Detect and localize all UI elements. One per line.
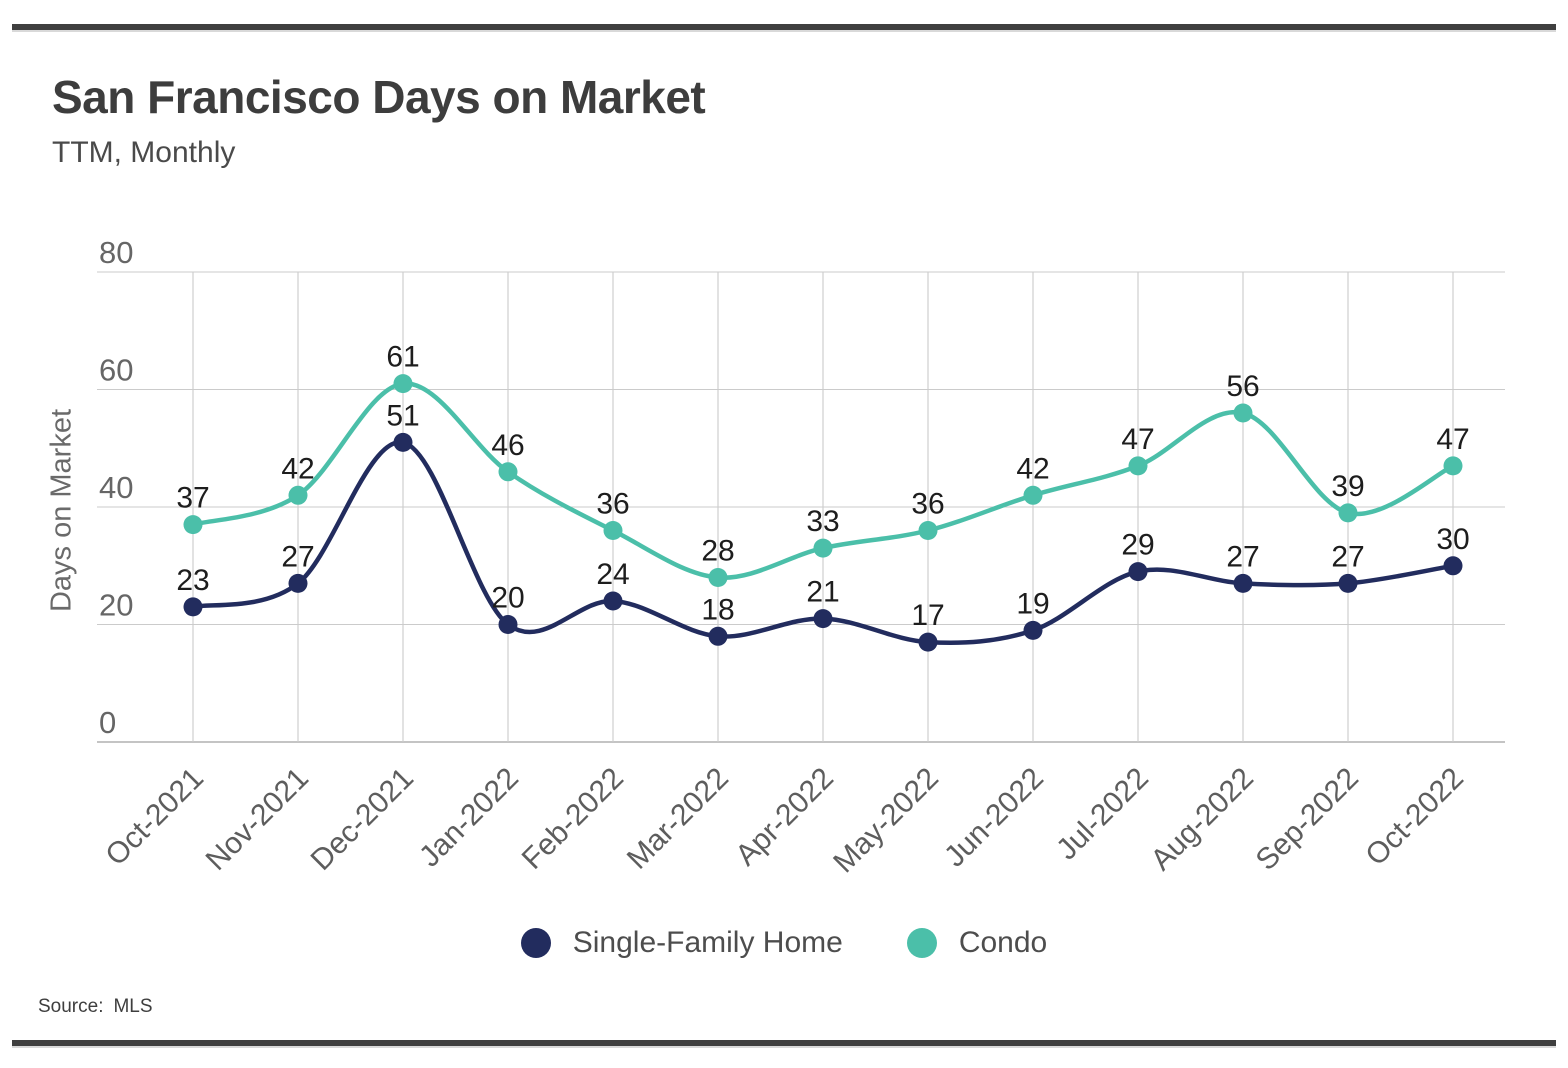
series-single-family-home: 23 27 51 20 24 18 21 17 19 29 27 27 30 xyxy=(176,399,1470,652)
svg-text:60: 60 xyxy=(99,353,133,388)
series-single-family-home-value-labels: 23 27 51 20 24 18 21 17 19 29 27 27 30 xyxy=(176,399,1469,632)
svg-text:30: 30 xyxy=(1436,523,1469,556)
svg-text:61: 61 xyxy=(386,341,419,374)
top-divider xyxy=(12,24,1556,32)
legend-label-single-family-home: Single-Family Home xyxy=(572,926,843,959)
svg-text:23: 23 xyxy=(176,564,209,597)
svg-text:Jan-2022: Jan-2022 xyxy=(413,762,525,874)
svg-text:51: 51 xyxy=(386,399,419,432)
svg-text:27: 27 xyxy=(1226,540,1259,573)
svg-text:Dec-2021: Dec-2021 xyxy=(305,762,420,877)
svg-text:42: 42 xyxy=(281,452,314,485)
svg-text:19: 19 xyxy=(1016,587,1049,620)
svg-text:36: 36 xyxy=(911,488,944,521)
svg-text:Jun-2022: Jun-2022 xyxy=(938,762,1050,874)
svg-text:21: 21 xyxy=(806,576,839,609)
y-tick-labels: 0 20 40 60 80 xyxy=(99,235,133,740)
svg-text:17: 17 xyxy=(911,599,944,632)
svg-text:56: 56 xyxy=(1226,370,1259,403)
svg-text:20: 20 xyxy=(491,582,524,615)
svg-text:42: 42 xyxy=(1016,452,1049,485)
page-subtitle: TTM, Monthly xyxy=(52,136,236,169)
svg-text:0: 0 xyxy=(99,705,116,740)
bottom-divider xyxy=(12,1040,1556,1048)
svg-text:80: 80 xyxy=(99,235,133,270)
svg-text:Mar-2022: Mar-2022 xyxy=(621,762,735,876)
svg-text:47: 47 xyxy=(1121,423,1154,456)
svg-text:27: 27 xyxy=(1331,540,1364,573)
single-family-home-series-dot-icon xyxy=(520,928,551,958)
svg-text:36: 36 xyxy=(596,488,629,521)
condo-series-dot-icon xyxy=(906,928,937,958)
svg-text:46: 46 xyxy=(491,429,524,462)
svg-text:29: 29 xyxy=(1121,529,1154,562)
svg-text:37: 37 xyxy=(176,482,209,515)
x-tick-labels: Oct-2021Nov-2021Dec-2021Jan-2022Feb-2022… xyxy=(99,762,1470,880)
svg-text:Oct-2021: Oct-2021 xyxy=(99,762,210,873)
source-label: Source: xyxy=(38,996,104,1017)
svg-text:40: 40 xyxy=(99,470,133,505)
svg-text:Apr-2022: Apr-2022 xyxy=(729,762,840,873)
svg-text:May-2022: May-2022 xyxy=(827,762,945,880)
legend-item-condo[interactable]: Condo xyxy=(906,926,1048,960)
source-value: MLS xyxy=(113,996,153,1017)
chart-legend: Single-Family Home Condo xyxy=(0,926,1568,960)
legend-item-single-family-home[interactable]: Single-Family Home xyxy=(520,926,843,960)
svg-text:Sep-2022: Sep-2022 xyxy=(1250,762,1365,877)
svg-text:Aug-2022: Aug-2022 xyxy=(1145,762,1260,877)
svg-text:24: 24 xyxy=(596,558,629,591)
svg-text:18: 18 xyxy=(701,593,734,626)
svg-text:28: 28 xyxy=(701,535,734,568)
svg-text:27: 27 xyxy=(281,540,314,573)
legend-label-condo: Condo xyxy=(958,926,1048,959)
series-condo: 37 42 61 46 36 28 33 36 42 47 56 39 47 xyxy=(176,341,1470,587)
x-gridlines xyxy=(192,272,1454,742)
svg-text:33: 33 xyxy=(806,505,839,538)
series-condo-value-labels: 37 42 61 46 36 28 33 36 42 47 56 39 47 xyxy=(176,341,1469,568)
svg-text:Nov-2021: Nov-2021 xyxy=(200,762,315,877)
y-gridlines xyxy=(97,271,1505,743)
svg-text:20: 20 xyxy=(99,588,133,623)
svg-text:Oct-2022: Oct-2022 xyxy=(1359,762,1470,873)
page-title: San Francisco Days on Market xyxy=(52,71,706,123)
svg-text:47: 47 xyxy=(1436,423,1469,456)
svg-text:Feb-2022: Feb-2022 xyxy=(516,762,630,876)
source-attribution: Source: MLS xyxy=(38,996,153,1018)
svg-text:39: 39 xyxy=(1331,470,1364,503)
svg-text:Jul-2022: Jul-2022 xyxy=(1050,762,1155,867)
